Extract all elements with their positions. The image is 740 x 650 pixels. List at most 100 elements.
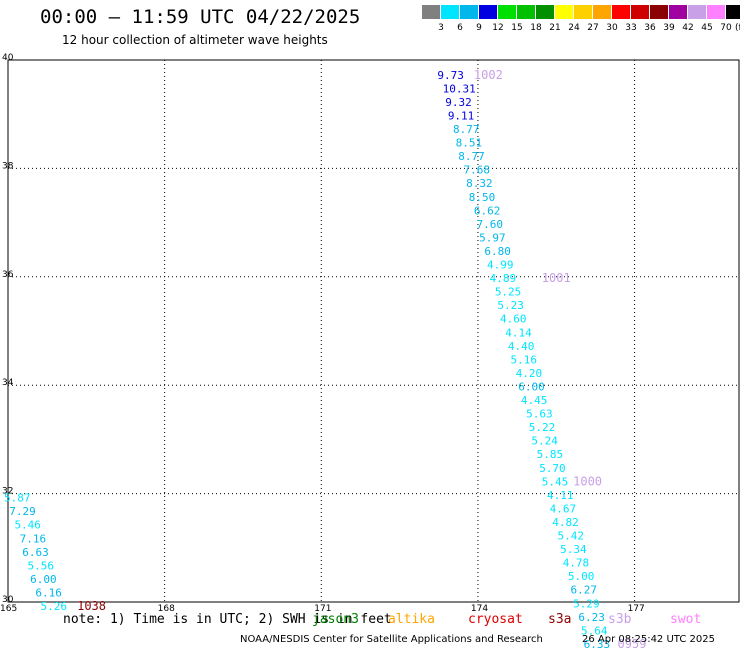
legend-label: 30 — [606, 23, 618, 33]
swh-value-label: 6.00 — [518, 380, 545, 393]
swh-value-label: 5.00 — [568, 570, 595, 583]
legend-swatch — [555, 5, 573, 19]
legend-label: 15 — [511, 23, 523, 33]
satellite-s3a: s3a — [548, 612, 572, 627]
credit-text: NOAA/NESDIS Center for Satellite Applica… — [240, 634, 543, 645]
pass-time-label: 1038 — [77, 599, 106, 613]
swh-value-label: 5.23 — [497, 299, 524, 312]
satellite-s3b: s3b — [608, 612, 632, 627]
legend-swatch — [650, 5, 668, 19]
legend-swatch — [593, 5, 611, 19]
swh-value-label: 8.50 — [469, 191, 496, 204]
legend-swatch — [688, 5, 706, 19]
pass-time-label: 1000 — [573, 474, 602, 488]
legend-swatch — [726, 5, 740, 19]
swh-value-label: 5.45 — [542, 475, 569, 488]
swh-value-label: 5.87 — [4, 492, 31, 505]
legend-label: 70 — [720, 23, 732, 33]
page-subtitle: 12 hour collection of altimeter wave hei… — [62, 33, 328, 47]
y-tick-label: 30 — [2, 595, 14, 605]
legend-label: 33 — [625, 23, 637, 33]
legend-swatch — [498, 5, 516, 19]
legend-swatch — [441, 5, 459, 19]
legend-label: 42 — [682, 23, 694, 33]
swh-value-label: 7.60 — [477, 218, 504, 231]
y-tick-label: 34 — [2, 378, 14, 388]
legend-swatch — [669, 5, 687, 19]
swh-value-label: 8.77 — [453, 123, 480, 136]
legend-label: 24 — [568, 23, 580, 33]
timestamp: 26 Apr 08:25:42 UTC 2025 — [582, 634, 715, 645]
swh-value-label: 9.73 — [437, 69, 464, 82]
footer-note: note: 1) Time is in UTC; 2) SWH is in fe… — [63, 612, 392, 627]
swh-value-label: 7.29 — [9, 505, 36, 518]
swh-value-label: 5.70 — [539, 462, 566, 475]
swh-value-label: 6.27 — [571, 584, 598, 597]
legend-swatch — [612, 5, 630, 19]
swh-value-label: 5.85 — [537, 448, 564, 461]
swh-value-label: 4.82 — [552, 516, 579, 529]
swh-value-label: 5.63 — [526, 408, 553, 421]
legend-label: 9 — [476, 23, 482, 33]
pass-time-label: 0959 — [618, 637, 647, 650]
swh-value-label: 5.34 — [560, 543, 587, 556]
legend-label: 21 — [549, 23, 561, 33]
x-tick-label: 177 — [628, 604, 645, 614]
map-frame — [7, 59, 740, 603]
legend-label: 6 — [457, 23, 463, 33]
swh-value-label: 9.32 — [445, 96, 472, 109]
y-tick-label: 40 — [2, 53, 14, 63]
swh-value-label: 4.20 — [516, 367, 543, 380]
swh-value-label: 6.00 — [30, 573, 57, 586]
swh-value-label: 4.67 — [550, 502, 577, 515]
legend-label: 36 — [644, 23, 656, 33]
x-tick-label: 174 — [471, 604, 488, 614]
y-tick-label: 36 — [2, 270, 14, 280]
pass-time-label: 1002 — [474, 68, 503, 82]
x-tick-label: 168 — [158, 604, 175, 614]
swh-value-label: 4.11 — [547, 489, 574, 502]
legend-swatch — [574, 5, 592, 19]
swh-value-label: 5.46 — [14, 519, 41, 532]
swh-value-label: 5.97 — [479, 231, 506, 244]
swh-value-label: 5.24 — [531, 435, 558, 448]
swh-value-label: 4.14 — [505, 326, 532, 339]
legend-unit: (ft) — [735, 23, 740, 33]
swh-value-label: 6.63 — [22, 546, 49, 559]
legend-swatch — [707, 5, 725, 19]
legend-swatch — [479, 5, 497, 19]
swh-value-label: 5.42 — [557, 530, 584, 543]
swh-value-label: 5.64 — [581, 624, 608, 637]
legend-label: 12 — [492, 23, 504, 33]
swh-value-label: 6.16 — [35, 586, 62, 599]
satellite-altika: altika — [388, 612, 435, 627]
swh-value-label: 5.16 — [510, 353, 537, 366]
swh-value-label: 6.33 — [584, 638, 611, 650]
legend-swatch — [422, 5, 440, 19]
legend-label: 3 — [438, 23, 444, 33]
swh-value-label: 10.31 — [443, 82, 476, 95]
x-tick-label: 165 — [0, 604, 17, 614]
y-tick-label: 38 — [2, 161, 14, 171]
swh-value-label: 5.25 — [495, 286, 522, 299]
satellite-swot: swot — [670, 612, 702, 627]
swh-value-label: 8.77 — [458, 150, 485, 163]
legend-label: 18 — [530, 23, 542, 33]
swh-value-label: 5.22 — [529, 421, 556, 434]
legend-label: 45 — [701, 23, 713, 33]
legend-label: 27 — [587, 23, 599, 33]
pass-time-label: 1001 — [542, 271, 571, 285]
swh-value-label: 5.26 — [41, 600, 68, 613]
swh-value-label: 6.80 — [484, 245, 511, 258]
x-tick-label: 171 — [314, 604, 331, 614]
swh-value-label: 6.62 — [474, 204, 501, 217]
swh-value-label: 4.45 — [521, 394, 548, 407]
swh-value-label: 8.51 — [456, 137, 483, 150]
swh-value-label: 8.32 — [466, 177, 493, 190]
legend-swatch — [517, 5, 535, 19]
satellite-jason3: jason3 — [312, 612, 359, 627]
swh-value-label: 5.29 — [573, 597, 600, 610]
swh-value-label: 4.89 — [490, 272, 517, 285]
swh-value-label: 4.60 — [500, 313, 527, 326]
